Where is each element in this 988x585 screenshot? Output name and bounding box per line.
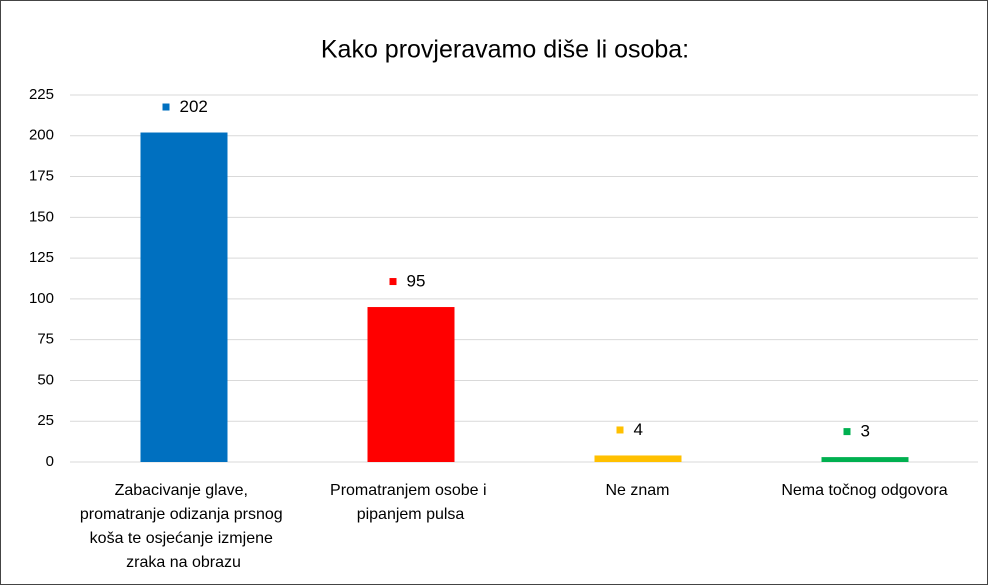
x-tick-label: Ne znam xyxy=(605,482,669,499)
bar xyxy=(594,455,682,462)
x-tick-label: Promatranjem osobe i pipanjem pulsa xyxy=(330,482,491,523)
data-label: 202 xyxy=(180,97,208,116)
y-tick-label: 150 xyxy=(29,208,54,225)
data-label: 3 xyxy=(861,422,870,441)
label-key xyxy=(389,278,397,286)
label-key xyxy=(616,426,624,434)
y-tick-label: 200 xyxy=(29,127,54,144)
label-key xyxy=(162,103,170,111)
y-tick-label: 25 xyxy=(37,412,54,429)
y-tick-label: 50 xyxy=(37,371,54,388)
y-tick-label: 0 xyxy=(46,453,54,470)
data-label: 4 xyxy=(634,420,643,439)
x-tick-label: Nema točnog odgovora xyxy=(781,482,947,499)
y-tick-label: 225 xyxy=(29,86,54,103)
y-tick-label: 100 xyxy=(29,290,54,307)
bar xyxy=(821,457,909,462)
y-tick-label: 125 xyxy=(29,249,54,266)
bar xyxy=(140,132,228,462)
bar xyxy=(367,307,455,462)
y-tick-label: 175 xyxy=(29,168,54,185)
data-label: 95 xyxy=(407,272,426,291)
y-tick-label: 75 xyxy=(37,331,54,348)
x-tick-label: Zabacivanje glave, promatranje odizanja … xyxy=(80,482,287,571)
label-key xyxy=(843,428,851,436)
chart-title: Kako provjeravamo diše li osoba: xyxy=(321,36,689,64)
